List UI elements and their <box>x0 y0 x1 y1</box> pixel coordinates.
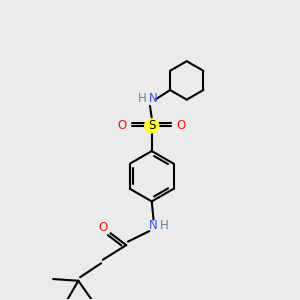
Text: H: H <box>160 219 169 232</box>
Text: S: S <box>148 119 155 132</box>
Text: O: O <box>118 119 127 132</box>
Text: H: H <box>138 92 147 105</box>
Text: N: N <box>148 219 157 232</box>
Text: O: O <box>176 119 186 132</box>
Text: O: O <box>99 221 108 234</box>
Text: N: N <box>149 92 158 105</box>
Circle shape <box>144 118 159 134</box>
